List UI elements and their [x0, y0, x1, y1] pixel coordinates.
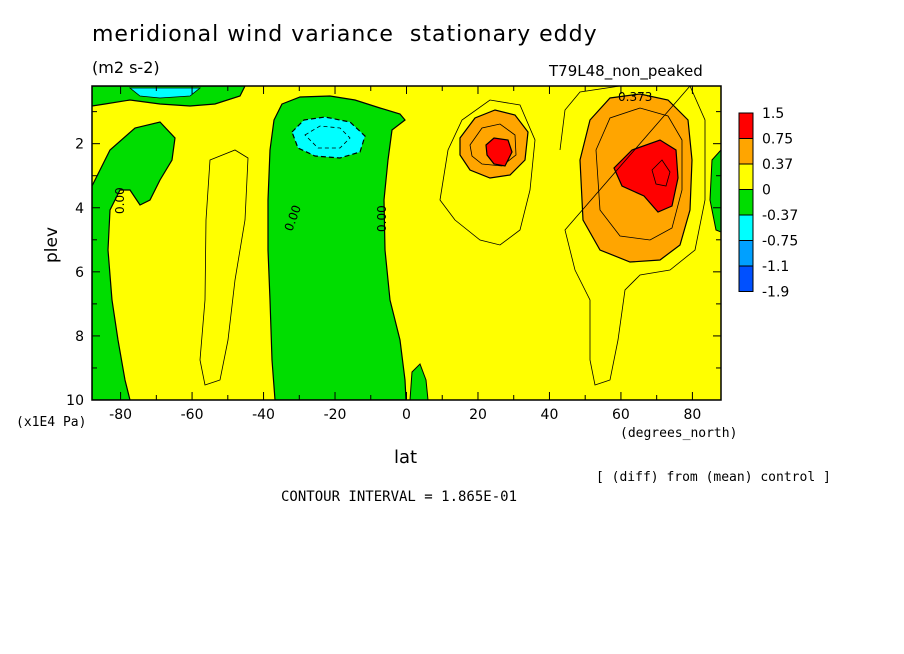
y-tick-label: 4: [75, 201, 84, 217]
region-red-25n: [485, 137, 513, 167]
region-cyan-blob: [291, 116, 366, 159]
contour-orange-70n-a: [595, 107, 683, 241]
contour-label: 0.00: [375, 205, 389, 232]
y-axis: 2 4 6 8 10: [66, 111, 721, 409]
legend-swatch: [738, 163, 754, 190]
region-cyan-top: [128, 87, 202, 99]
x-tick-label: -20: [324, 407, 347, 423]
x-tick-label: 40: [541, 407, 559, 423]
x-tick-label: 80: [683, 407, 701, 423]
y-tick-label: 6: [75, 265, 84, 281]
y-tick-label: 8: [75, 329, 84, 345]
x-tick-label: -40: [252, 407, 275, 423]
x-tick-label: 20: [469, 407, 487, 423]
legend-swatch: [738, 189, 754, 216]
region-green-left: [92, 121, 176, 400]
legend-label: -0.75: [762, 234, 798, 250]
y-tick-label: 2: [75, 137, 84, 153]
x-axis-label: lat: [394, 447, 418, 468]
x-tick-label: -80: [109, 407, 132, 423]
legend-label: 0.75: [762, 132, 793, 148]
region-green-small: [409, 363, 429, 400]
x-axis: -80 -60 -40 -20 0 20 40 60 80: [109, 86, 701, 423]
contour-thin-1: [199, 149, 249, 386]
legend-swatch: [738, 240, 754, 267]
diff-note: [ (diff) from (mean) control ]: [596, 470, 831, 485]
region-red-70n: [613, 139, 679, 213]
color-legend: 1.5 0.75 0.37 0 -0.37 -0.75 -1.1 -1.9: [738, 106, 798, 301]
legend-swatch: [738, 265, 754, 292]
region-green-band: [267, 95, 407, 400]
contour-label: 0.373: [618, 90, 652, 104]
y-axis-scale: (x1E4 Pa): [16, 415, 87, 430]
x-tick-label: -60: [181, 407, 204, 423]
contour-red-70n-inner: [651, 159, 671, 187]
legend-swatch: [738, 138, 754, 165]
legend-swatch: [738, 112, 754, 139]
legend-label: -0.37: [762, 208, 798, 224]
run-label: T79L48_non_peaked: [549, 62, 703, 80]
x-tick-label: 60: [612, 407, 630, 423]
legend-label: -1.1: [762, 259, 789, 275]
x-tick-label: 0: [402, 407, 411, 423]
chart-title: meridional wind variance stationary eddy: [92, 22, 598, 47]
contour-cyan-inner: [304, 125, 351, 149]
legend-label: -1.9: [762, 285, 789, 301]
legend-label: 0: [762, 183, 771, 199]
contour-thin-3: [559, 86, 706, 386]
contour-interval: CONTOUR INTERVAL = 1.865E-01: [281, 489, 518, 505]
contour-thin-2: [439, 99, 536, 246]
chart-units: (m2 s-2): [92, 58, 160, 77]
y-tick-label: 10: [66, 393, 84, 409]
legend-label: 1.5: [762, 106, 784, 122]
x-axis-units: (degrees_north): [620, 426, 738, 441]
contour-label: 0.00: [113, 187, 127, 214]
region-green-right: [709, 149, 721, 233]
contour-orange-25n: [469, 123, 517, 167]
legend-label: 0.37: [762, 157, 793, 173]
legend-swatch: [738, 214, 754, 241]
